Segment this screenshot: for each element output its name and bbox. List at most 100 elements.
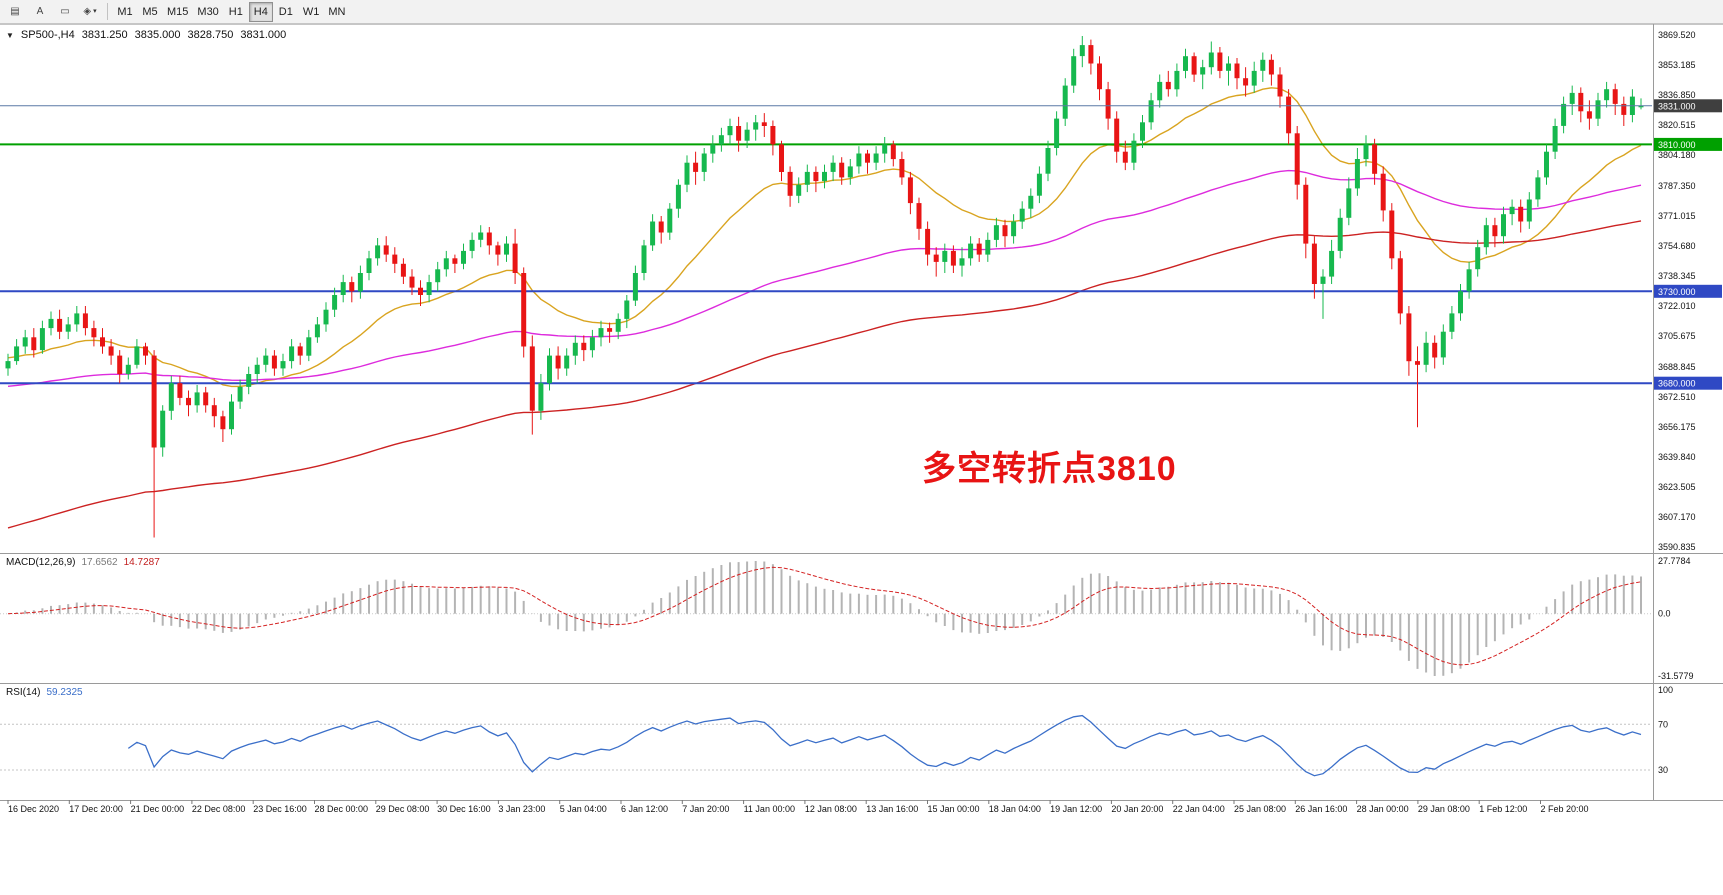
rsi-value: 59.2325 — [46, 687, 83, 698]
time-axis-label: 21 Dec 00:00 — [131, 804, 185, 814]
candle-body — [1380, 173, 1386, 211]
candle-body — [5, 361, 11, 369]
candle-body — [495, 245, 501, 255]
candle-body — [1303, 184, 1309, 244]
candle-body — [925, 228, 931, 255]
timeframe-m30-button[interactable]: M30 — [193, 2, 222, 22]
price-axis-label: 3656.175 — [1658, 422, 1696, 432]
candle-body — [933, 254, 939, 262]
time-axis-label: 28 Dec 00:00 — [315, 804, 369, 814]
time-axis-label: 12 Jan 08:00 — [805, 804, 857, 814]
text-tool-icon: A — [36, 5, 44, 17]
candle-body — [1509, 206, 1515, 215]
candle-body — [598, 328, 604, 338]
candle-body — [890, 144, 896, 160]
candle-body — [650, 221, 656, 246]
price-axis-label: 3623.505 — [1658, 482, 1696, 492]
macd-axis-label: 27.7784 — [1658, 556, 1691, 566]
candle-body — [1260, 59, 1266, 71]
time-axis-label: 13 Jan 16:00 — [866, 804, 918, 814]
candle-body — [1045, 148, 1051, 174]
candle-body — [143, 346, 148, 356]
candle-body — [478, 232, 484, 240]
candle-body — [31, 337, 37, 351]
candle-body — [100, 337, 105, 347]
candle-body — [865, 153, 870, 163]
candle-body — [907, 177, 913, 204]
timeframe-m15-button[interactable]: M15 — [163, 2, 192, 22]
chart-text-annotation[interactable]: 多空转折点3810 — [922, 450, 1177, 488]
candle-body — [1165, 81, 1171, 90]
price-axis-label: 3639.840 — [1658, 452, 1696, 462]
text-tool-button[interactable]: A — [28, 2, 52, 22]
candle-body — [203, 392, 209, 406]
candle-body — [1526, 199, 1532, 222]
chart-window-icon: ▤ — [10, 5, 20, 17]
timeframe-d1-button[interactable]: D1 — [274, 2, 298, 22]
frame-tool-button[interactable]: ▭ — [53, 2, 77, 22]
collapse-arrow-icon[interactable]: ▼ — [6, 30, 14, 40]
candle-body — [409, 276, 415, 288]
candle-body — [632, 273, 638, 301]
rsi-indicator-label: RSI(14) 59.2325 — [6, 687, 83, 698]
candle-body — [246, 374, 252, 387]
candle-body — [194, 392, 200, 406]
candle-body — [1174, 70, 1180, 90]
candle-body — [787, 171, 793, 196]
candle-body — [813, 171, 819, 182]
price-badge — [1654, 99, 1722, 113]
candle-body — [426, 282, 432, 295]
candle-body — [1483, 225, 1489, 248]
timeframe-m1-button[interactable]: M1 — [113, 2, 137, 22]
time-axis: 16 Dec 2020 17 Dec 20:00 21 Dec 00:00 22 De… — [7, 800, 1589, 814]
candle-body — [667, 208, 673, 233]
candle-body — [452, 258, 458, 264]
timeframe-mn-button[interactable]: MN — [324, 2, 349, 22]
candle-body — [1466, 269, 1472, 292]
candle-body — [289, 346, 295, 362]
timeframe-m5-button[interactable]: M5 — [138, 2, 162, 22]
ohlc-open-value: 3831.250 — [81, 29, 128, 41]
candle-body — [796, 184, 802, 196]
candle-body — [486, 232, 492, 246]
candle-body — [1586, 111, 1592, 119]
candle-body — [186, 397, 191, 406]
objects-tool-button[interactable]: ◈ ▾ — [78, 2, 102, 22]
price-badge-label: 3831.000 — [1658, 101, 1696, 111]
time-axis-label: 15 Jan 00:00 — [928, 804, 980, 814]
candle-body — [14, 346, 20, 362]
candle-body — [770, 126, 776, 145]
price-badge-label: 3810.000 — [1658, 140, 1696, 150]
candle-body — [547, 355, 552, 384]
timeframe-w1-button[interactable]: W1 — [299, 2, 324, 22]
candle-body — [950, 250, 956, 266]
candle-body — [435, 269, 441, 283]
candle-body — [959, 258, 965, 266]
candle-body — [461, 250, 466, 264]
time-axis-label: 3 Jan 23:00 — [498, 804, 545, 814]
candle-body — [383, 245, 389, 255]
candle-body — [564, 355, 570, 369]
candle-body — [117, 355, 123, 374]
candle-body — [1114, 118, 1120, 152]
chart-window-button[interactable]: ▤ — [3, 2, 27, 22]
price-axis-label: 3705.675 — [1658, 331, 1696, 341]
candle-body — [1062, 85, 1068, 119]
candle-body — [1183, 56, 1188, 71]
candle-body — [1423, 342, 1429, 365]
candle-body — [624, 300, 630, 319]
timeframe-h1-button[interactable]: H1 — [224, 2, 248, 22]
time-axis-label: 5 Jan 04:00 — [560, 804, 607, 814]
time-axis-label: 22 Jan 04:00 — [1173, 804, 1225, 814]
candle-body — [400, 263, 406, 277]
price-axis-label: 3804.180 — [1658, 150, 1696, 160]
candle-body — [1372, 144, 1378, 174]
candle-body — [1140, 122, 1145, 141]
candle-body — [340, 282, 346, 295]
candle-body — [1105, 89, 1111, 119]
timeframe-h4-button[interactable]: H4 — [248, 1, 273, 22]
candle-body — [675, 184, 681, 209]
candle-body — [1569, 92, 1575, 104]
price-badge — [1654, 137, 1722, 151]
